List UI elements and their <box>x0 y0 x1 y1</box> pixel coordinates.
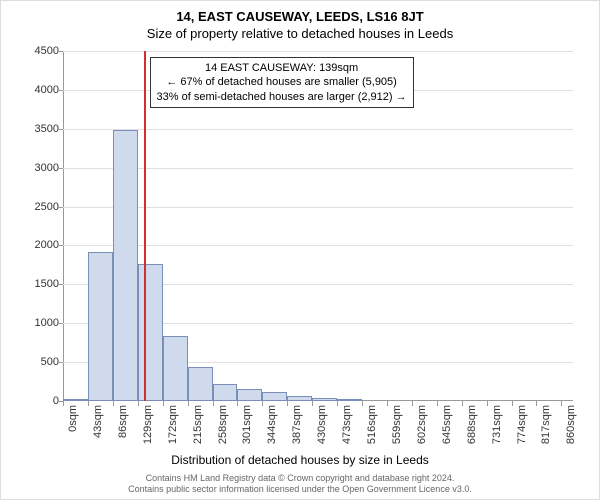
x-tick-mark <box>287 401 288 406</box>
annotation-line2: ← 67% of detached houses are smaller (5,… <box>157 75 407 89</box>
y-tick-label: 3500 <box>35 123 59 135</box>
grid-line <box>63 245 573 246</box>
y-axis-line <box>63 51 64 401</box>
x-axis-ticks: 0sqm43sqm86sqm129sqm172sqm215sqm258sqm30… <box>63 401 573 451</box>
x-tick-mark <box>88 401 89 406</box>
x-tick-mark <box>387 401 388 406</box>
x-tick-label: 172sqm <box>167 405 179 455</box>
x-tick-mark <box>262 401 263 406</box>
x-tick-mark <box>63 401 64 406</box>
attribution-line1: Contains HM Land Registry data © Crown c… <box>1 473 599 484</box>
x-tick-mark <box>362 401 363 406</box>
x-tick-label: 473sqm <box>341 405 353 455</box>
y-tick-mark <box>58 284 63 285</box>
y-tick-mark <box>58 129 63 130</box>
x-tick-mark <box>237 401 238 406</box>
x-tick-label: 0sqm <box>67 405 79 455</box>
annotation-line1: 14 EAST CAUSEWAY: 139sqm <box>157 61 407 75</box>
y-tick-label: 4000 <box>35 84 59 96</box>
y-axis-ticks: 050010001500200025003000350040004500 <box>1 51 63 401</box>
y-tick-label: 4500 <box>35 45 59 57</box>
x-tick-mark <box>163 401 164 406</box>
x-tick-mark <box>462 401 463 406</box>
y-tick-mark <box>58 51 63 52</box>
x-tick-mark <box>113 401 114 406</box>
x-tick-mark <box>188 401 189 406</box>
y-tick-label: 3000 <box>35 162 59 174</box>
histogram-bar <box>163 336 188 401</box>
x-tick-label: 387sqm <box>291 405 303 455</box>
grid-line <box>63 129 573 130</box>
x-tick-label: 774sqm <box>516 405 528 455</box>
histogram-bar <box>188 367 213 401</box>
x-tick-mark <box>337 401 338 406</box>
x-tick-mark <box>412 401 413 406</box>
y-tick-label: 1000 <box>35 317 59 329</box>
x-tick-mark <box>213 401 214 406</box>
x-tick-label: 215sqm <box>192 405 204 455</box>
x-tick-label: 86sqm <box>117 405 129 455</box>
y-tick-mark <box>58 323 63 324</box>
x-tick-label: 129sqm <box>142 405 154 455</box>
x-tick-mark <box>512 401 513 406</box>
y-tick-label: 2000 <box>35 239 59 251</box>
y-tick-mark <box>58 362 63 363</box>
x-tick-mark <box>487 401 488 406</box>
x-tick-mark <box>138 401 139 406</box>
annotation-box: 14 EAST CAUSEWAY: 139sqm← 67% of detache… <box>150 57 414 108</box>
x-axis-title: Distribution of detached houses by size … <box>1 453 599 467</box>
x-tick-label: 688sqm <box>466 405 478 455</box>
grid-line <box>63 51 573 52</box>
chart-title-sub: Size of property relative to detached ho… <box>1 24 599 41</box>
x-tick-label: 860sqm <box>565 405 577 455</box>
x-tick-mark <box>536 401 537 406</box>
grid-line <box>63 207 573 208</box>
attribution-line2: Contains public sector information licen… <box>1 484 599 495</box>
x-tick-label: 344sqm <box>266 405 278 455</box>
x-tick-label: 731sqm <box>491 405 503 455</box>
y-tick-label: 2500 <box>35 201 59 213</box>
x-tick-label: 516sqm <box>366 405 378 455</box>
histogram-bar <box>262 392 287 401</box>
x-tick-label: 258sqm <box>217 405 229 455</box>
x-tick-mark <box>437 401 438 406</box>
x-tick-label: 43sqm <box>92 405 104 455</box>
y-tick-label: 500 <box>41 356 59 368</box>
y-tick-label: 1500 <box>35 278 59 290</box>
x-tick-label: 430sqm <box>316 405 328 455</box>
x-tick-label: 301sqm <box>241 405 253 455</box>
plot-area: 14 EAST CAUSEWAY: 139sqm← 67% of detache… <box>63 51 573 401</box>
x-tick-label: 645sqm <box>441 405 453 455</box>
histogram-bar <box>213 384 238 401</box>
chart-container: 14, EAST CAUSEWAY, LEEDS, LS16 8JT Size … <box>0 0 600 500</box>
x-tick-mark <box>312 401 313 406</box>
annotation-line3: 33% of semi-detached houses are larger (… <box>157 90 407 104</box>
attribution: Contains HM Land Registry data © Crown c… <box>1 473 599 495</box>
y-tick-mark <box>58 168 63 169</box>
x-tick-label: 559sqm <box>391 405 403 455</box>
grid-line <box>63 168 573 169</box>
histogram-bar <box>237 389 262 401</box>
histogram-bar <box>88 252 113 401</box>
x-tick-label: 817sqm <box>540 405 552 455</box>
histogram-bar <box>138 264 163 401</box>
chart-title-main: 14, EAST CAUSEWAY, LEEDS, LS16 8JT <box>1 1 599 24</box>
reference-line <box>144 51 146 401</box>
y-tick-mark <box>58 245 63 246</box>
y-tick-mark <box>58 90 63 91</box>
y-tick-mark <box>58 207 63 208</box>
histogram-bar <box>113 130 138 401</box>
x-tick-mark <box>561 401 562 406</box>
x-tick-label: 602sqm <box>416 405 428 455</box>
